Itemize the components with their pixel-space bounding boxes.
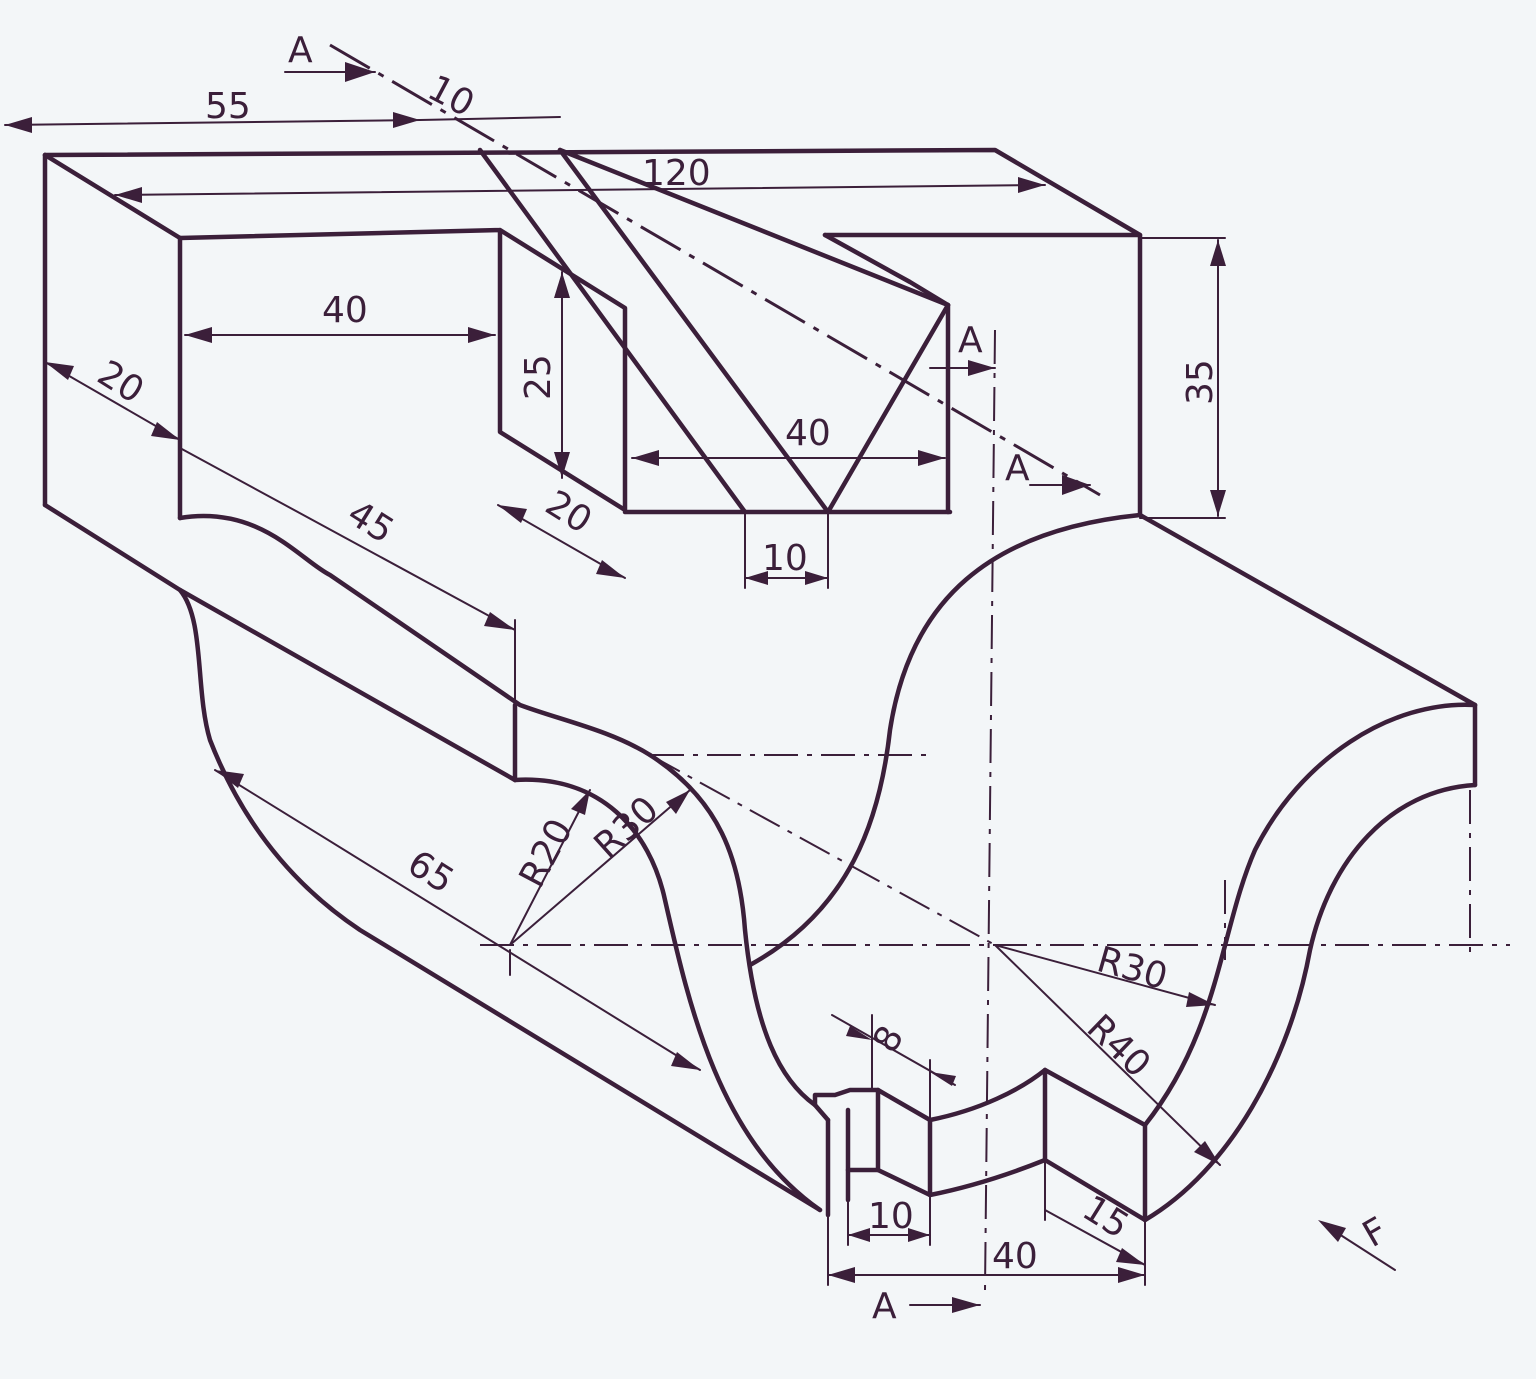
dim-40-slot: 40 [322,290,368,331]
dimension-labels: 55 10 120 40 25 35 20 20 40 10 45 65 R20… [90,68,1221,1277]
dim-55: 55 [205,86,251,127]
radius-r40: R40 [1079,1007,1158,1086]
section-labels: A A A A F [288,30,1394,1327]
dimension-lines [4,112,1396,1286]
radius-r30-right: R30 [1093,939,1172,998]
dim-65: 65 [400,843,461,902]
dim-40-vee: 40 [785,413,831,454]
section-mark-a-right-arrow: A [1005,448,1030,489]
dim-120: 120 [642,153,711,194]
radius-r20: R20 [512,812,581,894]
dim-35: 35 [1180,359,1221,405]
section-mark-a-right-upper: A [958,320,983,361]
dim-40-bottom: 40 [992,1236,1038,1277]
object-outline [42,147,1478,1223]
dim-45: 45 [340,493,401,552]
dim-10-bottom: 10 [868,1196,914,1237]
dim-15: 15 [1075,1188,1136,1247]
section-mark-a-top: A [288,30,313,71]
section-mark-a-bottom: A [872,1286,897,1327]
dim-20-side: 20 [90,353,151,412]
dim-10-top: 10 [421,68,481,126]
dim-25: 25 [518,354,559,400]
dim-10-vee: 10 [762,538,808,579]
